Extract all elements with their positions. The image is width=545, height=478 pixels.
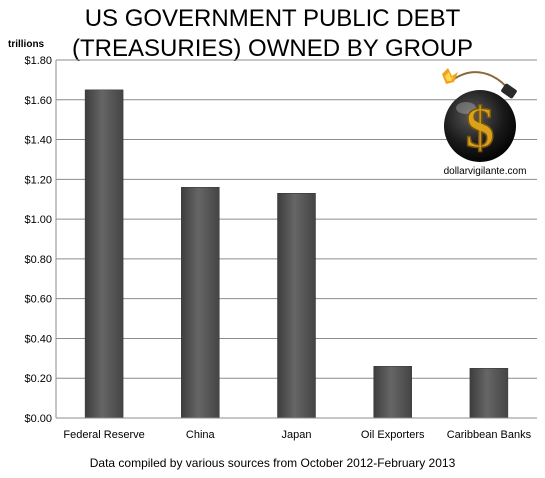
y-tick-label: $1.60	[24, 95, 52, 107]
y-tick-label: $0.80	[24, 254, 52, 266]
bar	[181, 187, 220, 419]
y-tick-label: $0.40	[24, 333, 52, 345]
bar	[277, 193, 316, 419]
y-tick-label: $1.80	[24, 55, 52, 67]
x-tick-label: Federal Reserve	[63, 429, 144, 441]
bar	[469, 368, 509, 419]
y-tick-label: $0.60	[24, 294, 52, 306]
logo-text: dollarvigilante.com	[443, 166, 527, 177]
title-line-2: (TREASURIES) OWNED BY GROUP	[72, 35, 473, 62]
y-tick-label: $0.00	[24, 413, 52, 425]
chart-title: US GOVERNMENT PUBLIC DEBT (TREASURIES) O…	[0, 4, 545, 64]
bar	[373, 366, 412, 419]
x-tick-label: Japan	[282, 429, 312, 441]
x-axis-tick-labels: Federal Reserve China Japan Oil Exporters Ca…	[63, 429, 531, 441]
x-tick-label: Oil Exporters	[361, 429, 425, 441]
title-line-1: US GOVERNMENT PUBLIC DEBT	[84, 5, 461, 32]
bars	[84, 89, 509, 419]
y-axis-tick-labels: $0.00 $0.20 $0.40 $0.60 $0.80 $1.00 $1.20 $1.40…	[24, 55, 52, 425]
y-tick-label: $1.00	[24, 214, 52, 226]
y-axis-unit-label: trillions	[8, 39, 45, 50]
y-tick-label: $1.20	[24, 174, 52, 186]
x-tick-label: China	[186, 429, 216, 441]
source-note: Data compiled by various sources from Oc…	[89, 456, 456, 470]
bar	[84, 89, 124, 419]
bomb-dollar-icon: $ dollarvigilante.com	[430, 64, 540, 182]
y-tick-label: $1.40	[24, 135, 52, 147]
logo-dollar-symbol: $	[466, 95, 495, 160]
y-tick-label: $0.20	[24, 373, 52, 385]
x-tick-label: Caribbean Banks	[447, 429, 532, 441]
